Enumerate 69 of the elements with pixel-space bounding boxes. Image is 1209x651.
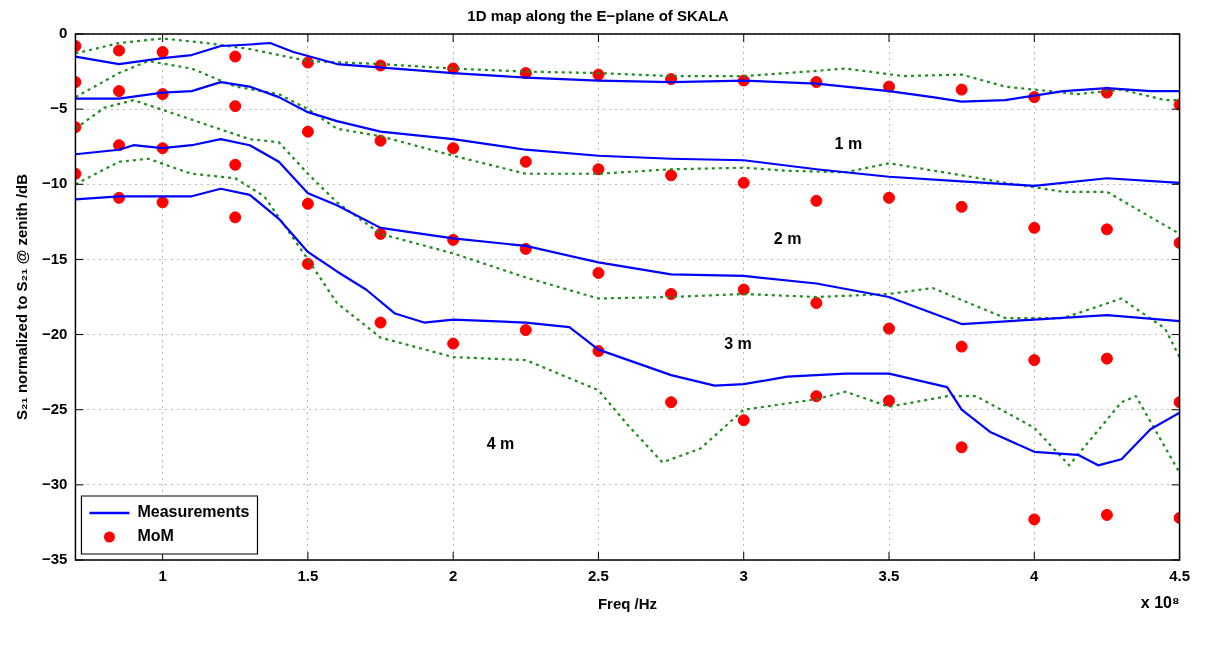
chart-title: 1D map along the E−plane of SKALA [467, 7, 729, 25]
point [1028, 221, 1041, 234]
point [374, 134, 387, 147]
point [113, 44, 126, 57]
point [301, 125, 314, 138]
x-tick-label: 1 [158, 567, 167, 585]
point [665, 287, 678, 300]
point [374, 316, 387, 329]
point [810, 194, 823, 207]
point [1100, 508, 1113, 521]
point [810, 297, 823, 310]
x-tick-label: 4.5 [1169, 567, 1190, 585]
point [301, 257, 314, 270]
annotation: 1 m [834, 134, 863, 152]
x-tick-label: 1.5 [297, 567, 319, 585]
legend-label: MoM [137, 527, 174, 545]
y-tick-label: −15 [41, 249, 68, 267]
y-tick-label: −20 [41, 324, 68, 342]
y-axis-title: S₂₁ normalized to S₂₁ @ zenith /dB [13, 173, 31, 421]
annotation: 2 m [773, 229, 802, 247]
point [1100, 223, 1113, 236]
point [665, 169, 678, 182]
line-series [75, 99, 1180, 359]
point [229, 158, 242, 171]
x-tick-label: 4 [1030, 567, 1040, 585]
y-tick-label: 0 [59, 24, 68, 42]
point [447, 337, 460, 350]
point [1100, 352, 1113, 365]
point [955, 83, 968, 96]
point [519, 155, 532, 168]
point [665, 396, 678, 409]
x-tick-label: 2.5 [588, 567, 609, 585]
point [229, 211, 242, 224]
y-tick-label: −30 [41, 475, 68, 492]
point [447, 142, 460, 155]
point [955, 340, 968, 353]
x-tick-label: 3 [739, 567, 748, 585]
y-tick-label: −25 [41, 399, 68, 417]
point [301, 197, 314, 210]
y-tick-label: −35 [41, 550, 68, 568]
text: x 10⁸ [1140, 594, 1180, 612]
point [883, 394, 896, 407]
point [955, 441, 968, 454]
point [229, 100, 242, 113]
point [1028, 354, 1041, 367]
x-tick-label: 2 [449, 567, 458, 585]
annotation: 4 m [486, 434, 515, 452]
y-tick-label: −5 [50, 99, 68, 117]
x-tick-label: 3.5 [878, 567, 900, 585]
point [229, 50, 242, 63]
legend-label: Measurements [137, 503, 250, 521]
y-tick-label: −10 [41, 174, 68, 192]
point [519, 324, 532, 337]
point [737, 414, 750, 427]
point [592, 68, 605, 81]
point [955, 200, 968, 213]
point [1028, 513, 1041, 526]
point [156, 46, 169, 59]
point [592, 266, 605, 279]
point [737, 283, 750, 296]
point [156, 196, 169, 209]
point [810, 390, 823, 403]
point [883, 322, 896, 335]
point [883, 191, 896, 204]
x-axis-title: Freq /Hz [597, 595, 658, 613]
point [737, 176, 750, 189]
point [113, 85, 126, 98]
annotation: 3 m [724, 334, 752, 352]
point [592, 163, 605, 176]
